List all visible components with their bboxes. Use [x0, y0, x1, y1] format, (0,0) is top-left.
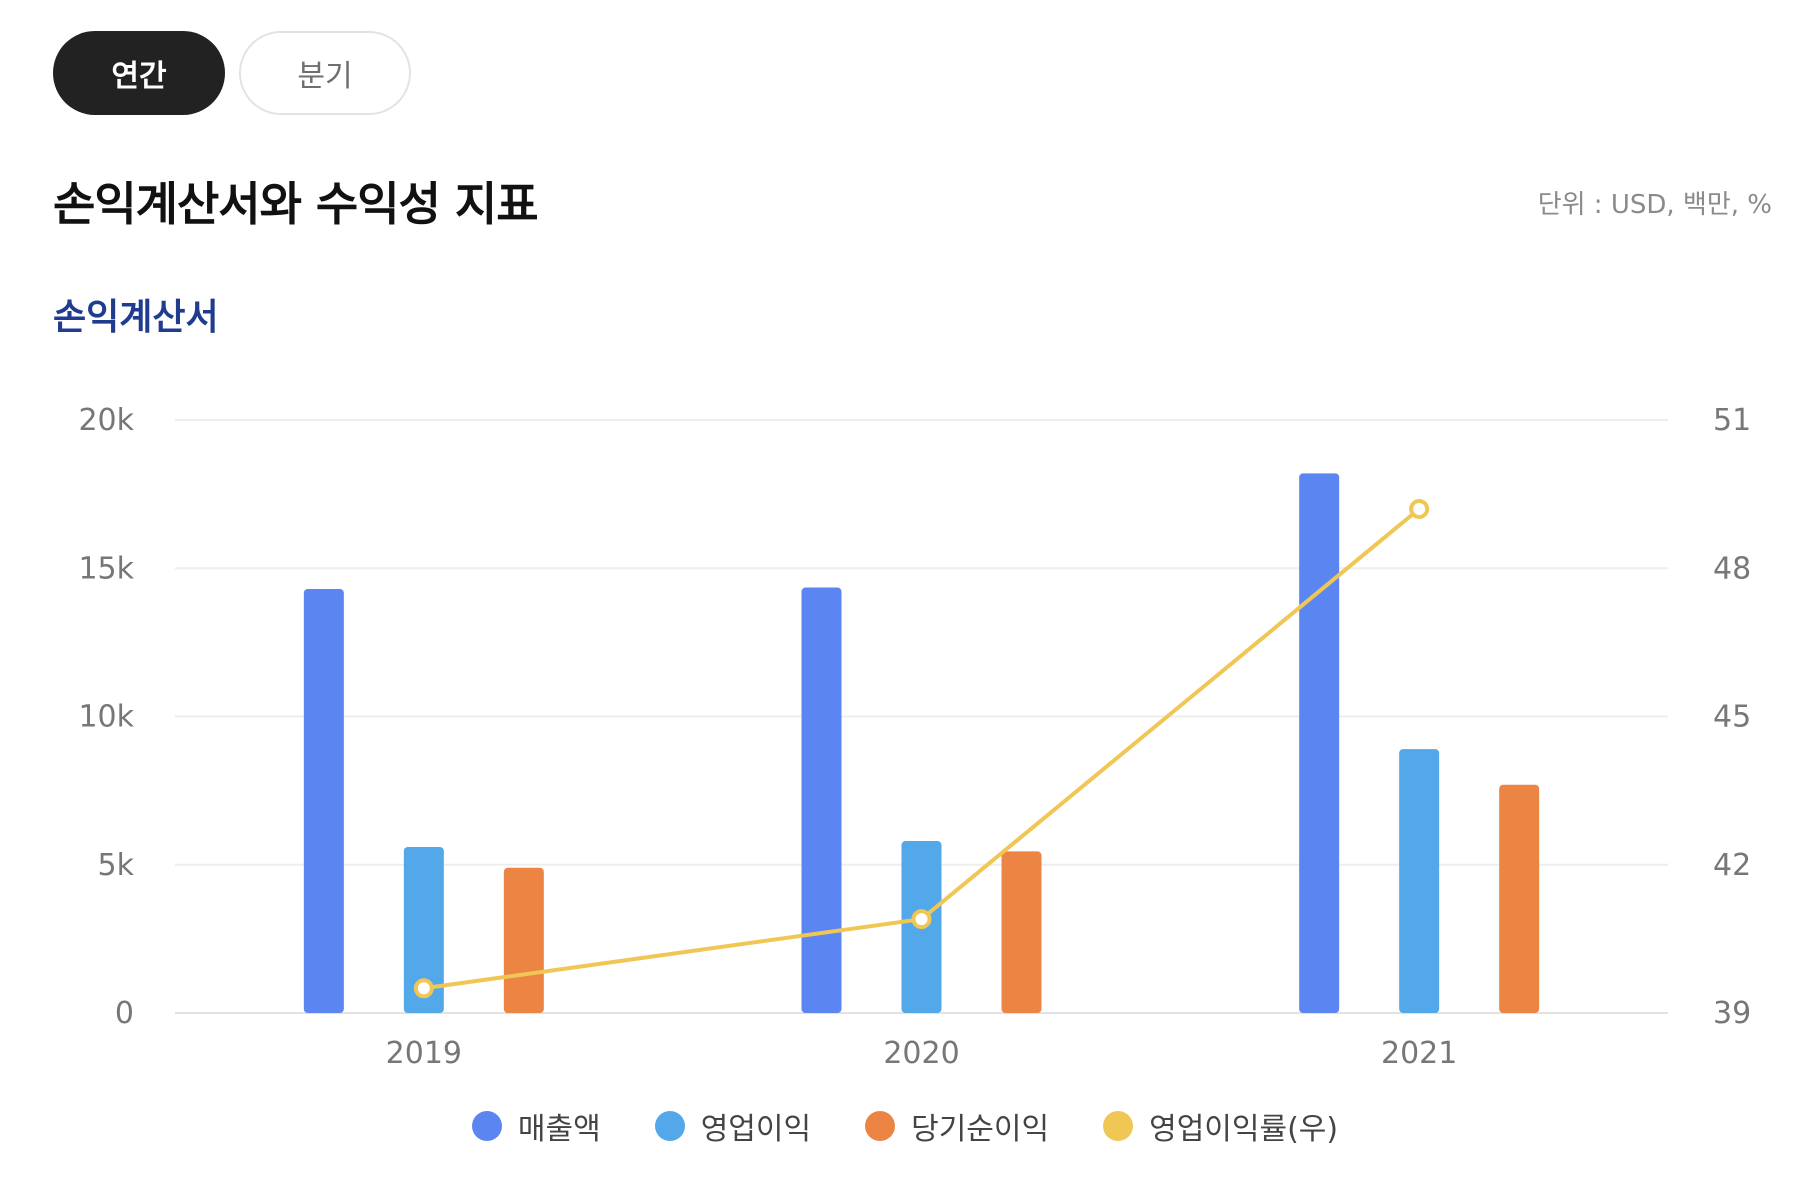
- income-statement-chart: 0 39 5k 42 10k 45 15k 48 20k 51 2019 2020 2021: [78, 403, 1751, 1071]
- y-tick-label-right: 48: [1713, 551, 1751, 586]
- tab-annual[interactable]: 연간: [53, 31, 225, 115]
- legend-label-net-income: 당기순이익: [911, 1112, 1050, 1147]
- legend-item-operating-margin[interactable]: 영업이익률(우): [1103, 1104, 1338, 1148]
- bar-revenue: [801, 587, 842, 1013]
- legend-label-revenue: 매출액: [517, 1112, 601, 1147]
- point-operating-margin: [413, 978, 434, 999]
- legend-dot-operating-income: [654, 1111, 685, 1141]
- unit-label: 단위 : USD, 백만, %: [1537, 190, 1772, 220]
- y-tick-label-left: 20k: [78, 403, 134, 438]
- bar-operating-income: [1399, 749, 1440, 1013]
- tab-quarterly[interactable]: 분기: [239, 31, 411, 115]
- legend-label-operating-income: 영업이익: [700, 1112, 812, 1147]
- y-tick-label-left: 0: [115, 996, 134, 1031]
- y-tick-label-right: 51: [1713, 403, 1751, 438]
- page-title: 손익계산서와 수익성 지표: [53, 177, 539, 231]
- bar-operating-income: [403, 846, 444, 1013]
- y-tick-label-right: 39: [1713, 996, 1751, 1031]
- y-tick-label-left: 15k: [78, 551, 134, 586]
- x-tick-label: 2019: [386, 1036, 462, 1071]
- legend-item-revenue[interactable]: 매출액: [471, 1104, 601, 1148]
- legend-dot-revenue: [471, 1111, 502, 1141]
- y-tick-label-right: 42: [1713, 848, 1751, 883]
- x-tick-label: 2021: [1381, 1036, 1457, 1071]
- point-operating-margin: [1409, 498, 1430, 519]
- bar-net-income: [503, 867, 544, 1013]
- y-tick-label-left: 5k: [98, 848, 135, 883]
- bar-net-income: [1001, 851, 1042, 1013]
- legend-item-net-income[interactable]: 당기순이익: [865, 1104, 1049, 1148]
- bar-revenue: [303, 589, 344, 1013]
- chart-legend: 매출액 영업이익 당기순이익 영업이익률(우): [0, 1104, 1810, 1148]
- legend-label-operating-margin: 영업이익률(우): [1149, 1112, 1339, 1147]
- bar-revenue: [1299, 473, 1340, 1013]
- y-tick-label-left: 10k: [78, 700, 134, 735]
- legend-dot-net-income: [865, 1111, 896, 1141]
- bar-net-income: [1499, 784, 1540, 1013]
- x-tick-label: 2020: [883, 1036, 959, 1071]
- point-operating-margin: [911, 909, 932, 930]
- y-tick-label-right: 45: [1713, 700, 1751, 735]
- legend-item-operating-income[interactable]: 영업이익: [654, 1104, 812, 1148]
- legend-dot-operating-margin: [1103, 1111, 1134, 1141]
- period-tabs: 연간 분기: [53, 31, 411, 115]
- section-subtitle: 손익계산서: [53, 297, 219, 338]
